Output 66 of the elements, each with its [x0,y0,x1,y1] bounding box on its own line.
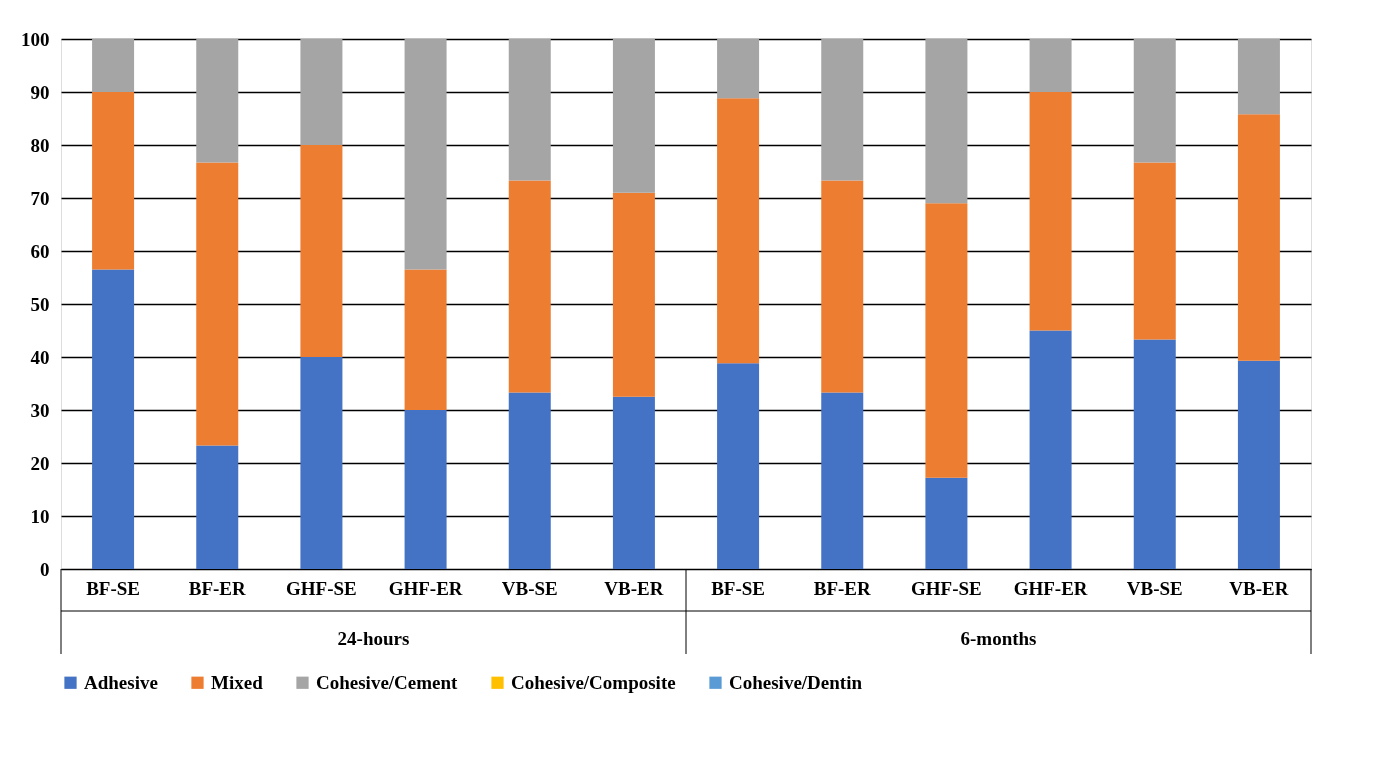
bar [821,39,864,181]
y-tick-label: 0 [40,558,50,580]
legend-label: Mixed [211,671,264,693]
x-tick-label: BF-ER [813,577,872,599]
x-tick-label: GHF-SE [286,577,357,599]
bar [1029,330,1072,569]
y-tick-label: 70 [30,187,50,209]
y-tick-label: 100 [21,28,50,50]
y-tick-label: 40 [30,346,50,368]
y-tick-label: 60 [30,240,50,262]
bar [1029,92,1072,331]
y-tick-label: 80 [30,134,50,156]
bar [925,477,968,569]
bar [300,145,343,357]
bar [717,363,760,569]
bar [612,396,655,569]
legend-label: Cohesive/Composite [511,671,676,693]
bar [717,39,760,99]
legend-label: Cohesive/Cement [316,671,459,693]
bar [925,39,968,204]
bar [404,410,447,569]
text: 6-months [960,628,1037,649]
bar [508,39,551,181]
bar [196,162,239,446]
bar [300,39,343,145]
bar [612,39,655,193]
x-tick-label: GHF-ER [388,577,463,599]
bar [1133,162,1176,340]
bar [717,98,760,364]
bar [821,392,864,569]
bar [1133,39,1176,163]
x-tick-label: VB-ER [1229,577,1289,599]
legend-label: Cohesive/Dentin [729,671,863,693]
bar [196,445,239,569]
bar [92,92,135,270]
bar [404,269,447,410]
bar [1237,360,1280,569]
bar [92,269,135,569]
x-tick-label: VB-ER [604,577,664,599]
bar [612,192,655,397]
x-tick-label: BF-SE [86,577,141,599]
x-tick-label: GHF-ER [1013,577,1088,599]
bar [508,180,551,393]
x-tick-label: GHF-SE [911,577,982,599]
y-tick-label: 50 [30,293,50,315]
x-tick-label: VB-SE [501,577,558,599]
bar [404,39,447,270]
y-tick-label: 30 [30,399,50,421]
bar [92,39,135,92]
x-tick-label: VB-SE [1126,577,1183,599]
bar [300,357,343,569]
y-tick-label: 90 [30,81,50,103]
bar [821,180,864,393]
x-tick-label: BF-SE [711,577,766,599]
text: 24-hours [337,628,410,649]
bar [1237,114,1280,361]
bar [1237,39,1280,115]
bar [925,203,968,478]
x-tick-label: BF-ER [188,577,247,599]
y-tick-label: 20 [30,452,50,474]
bar [508,392,551,569]
y-tick-label: 10 [30,505,50,527]
bar [1029,39,1072,92]
legend-label: Adhesive [84,671,158,693]
bar [1133,339,1176,569]
bar [196,39,239,163]
